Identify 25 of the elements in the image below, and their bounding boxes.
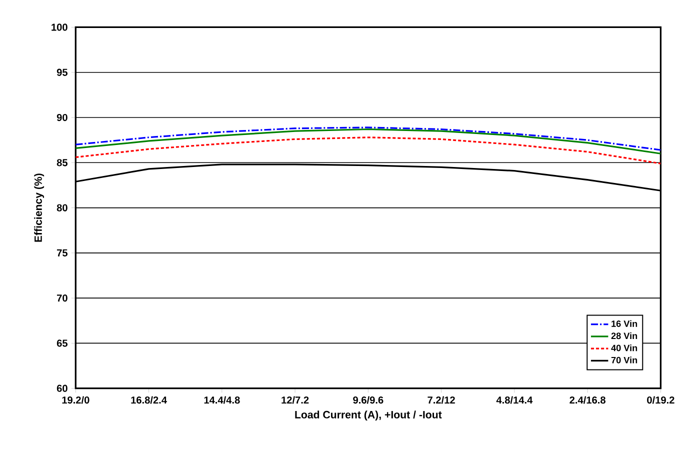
legend-label: 70 Vin xyxy=(611,356,638,364)
legend-label: 28 Vin xyxy=(611,332,638,340)
line-series xyxy=(76,136,661,164)
y-tick-label: 95 xyxy=(56,68,68,76)
y-tick-label: 75 xyxy=(56,249,68,256)
y-axis-title: Efficiency (%) xyxy=(34,174,44,242)
y-tick-label: 100 xyxy=(52,24,68,31)
x-tick-label: 14.4/4.8 xyxy=(204,396,240,404)
x-tick-label: 19.2/0 xyxy=(62,396,90,404)
x-tick-label: 2.4/16.8 xyxy=(570,396,606,404)
x-tick-label: 0/19.2 xyxy=(647,396,674,404)
y-tick-label: 90 xyxy=(56,114,68,122)
legend-label: 16 Vin xyxy=(612,320,638,327)
y-tick-label: 80 xyxy=(56,204,68,212)
x-tick-label: 12/7.2 xyxy=(282,396,309,404)
y-tick-label: 70 xyxy=(56,294,68,302)
x-tick-label: 4.8/14.4 xyxy=(496,396,533,404)
y-tick-label: 85 xyxy=(56,159,68,166)
x-tick-label: 9.6/9.6 xyxy=(353,396,384,404)
x-tick-label: 16.8/2.4 xyxy=(131,396,167,404)
x-tick-label: 7.2/12 xyxy=(428,396,455,404)
y-tick-label: 60 xyxy=(56,384,68,392)
x-axis-title: Load Current (A), +Iout / -Iout xyxy=(295,410,442,421)
legend-label: 40 Vin xyxy=(611,344,638,352)
y-tick-label: 65 xyxy=(56,340,68,347)
